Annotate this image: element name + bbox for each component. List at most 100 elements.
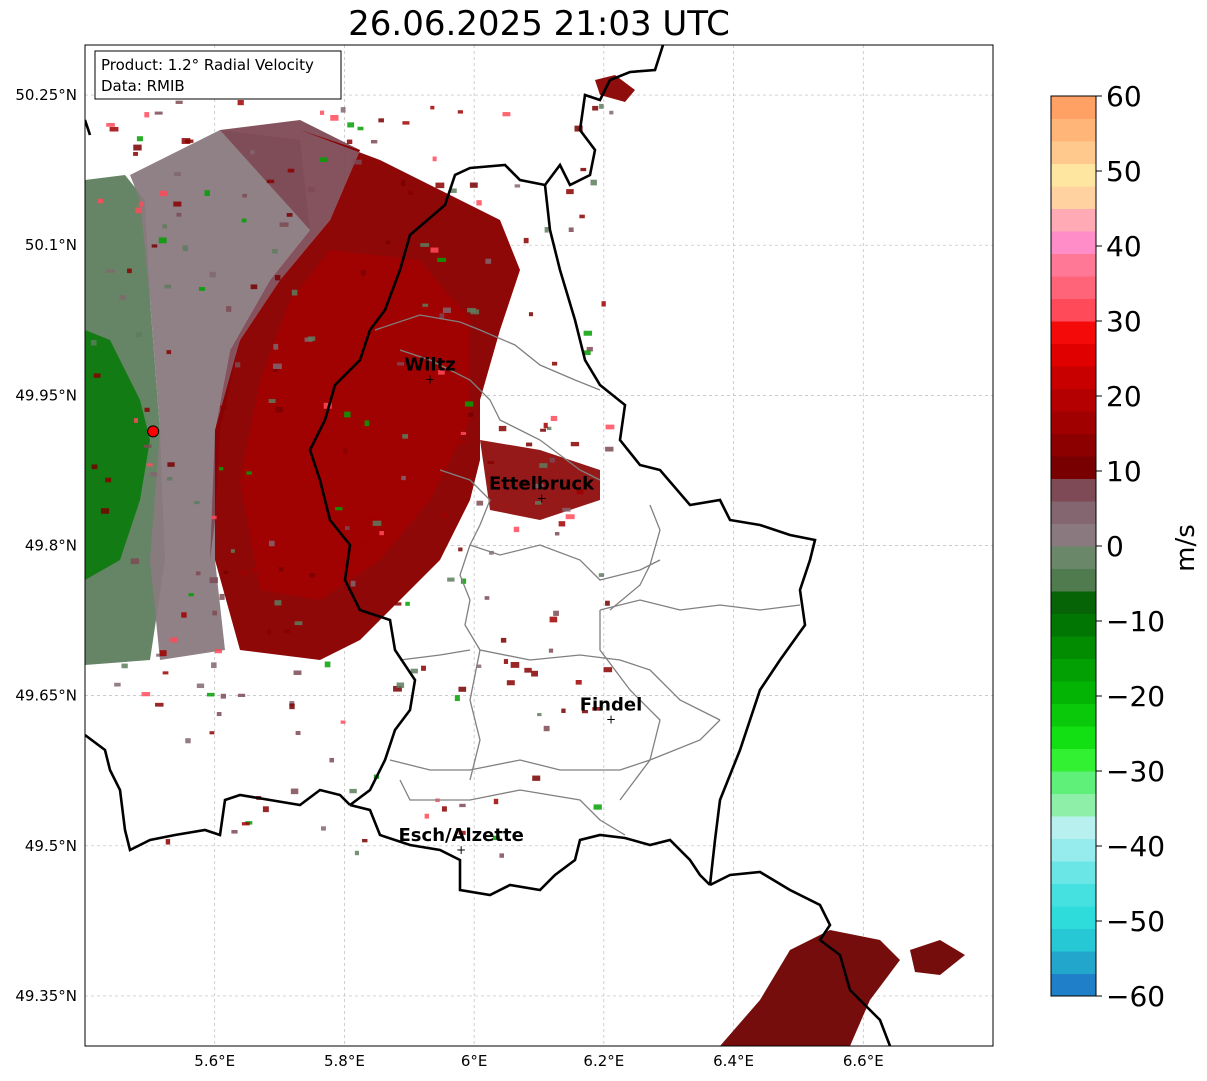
velocity-speckle bbox=[544, 227, 549, 233]
velocity-speckle bbox=[532, 775, 541, 781]
map-title: 26.06.2025 21:03 UTC bbox=[348, 4, 730, 44]
border-lu-de-east bbox=[543, 184, 817, 886]
velocity-speckle bbox=[510, 661, 520, 668]
velocity-speckle bbox=[458, 686, 467, 692]
velocity-speckle bbox=[151, 244, 158, 248]
velocity-speckle bbox=[370, 139, 378, 144]
velocity-speckle bbox=[106, 123, 115, 127]
velocity-speckle bbox=[476, 664, 482, 668]
radar-site-marker bbox=[147, 425, 160, 438]
velocity-speckle bbox=[361, 269, 366, 276]
velocity-speckle bbox=[458, 830, 466, 835]
city-markers: +Wiltz+Ettelbruck+Findel+Esch/Alzette bbox=[399, 354, 643, 856]
lat-tick-label: 49.8°N bbox=[25, 537, 77, 555]
velocity-speckle bbox=[396, 362, 405, 366]
velocity-speckle bbox=[291, 289, 298, 296]
velocity-speckle bbox=[149, 472, 158, 477]
velocity-speckle bbox=[369, 516, 378, 522]
lon-tick-label: 6.4°E bbox=[713, 1052, 754, 1070]
velocity-speckle bbox=[579, 214, 585, 219]
velocity-speckle bbox=[583, 350, 591, 356]
velocity-speckle bbox=[454, 695, 460, 702]
lat-tick-label: 49.95°N bbox=[15, 386, 77, 404]
velocity-speckle bbox=[290, 788, 299, 795]
velocity-speckle bbox=[566, 189, 574, 195]
velocity-speckle bbox=[364, 420, 370, 427]
velocity-speckle bbox=[523, 237, 529, 244]
border-be-fr bbox=[85, 733, 351, 852]
velocity-speckle bbox=[476, 500, 484, 506]
velocity-speckle bbox=[424, 813, 430, 819]
lon-tick-label: 6°E bbox=[461, 1052, 488, 1070]
velocity-speckle bbox=[146, 463, 153, 467]
velocity-region-outbound-core bbox=[240, 250, 470, 600]
velocity-speckle bbox=[344, 411, 351, 418]
velocity-speckle bbox=[430, 247, 439, 253]
velocity-speckle bbox=[537, 713, 542, 717]
velocity-speckle bbox=[575, 680, 582, 685]
velocity-speckle bbox=[226, 306, 232, 312]
velocity-speckle bbox=[458, 547, 463, 552]
lon-tick-label: 6.2°E bbox=[583, 1052, 624, 1070]
velocity-speckle bbox=[119, 295, 127, 300]
velocity-speckle bbox=[250, 150, 255, 155]
city-wiltz: +Wiltz bbox=[404, 354, 455, 386]
velocity-speckle bbox=[570, 441, 580, 447]
velocity-speckle bbox=[345, 526, 350, 530]
velocity-speckle bbox=[407, 190, 413, 195]
velocity-speckle bbox=[502, 112, 511, 117]
velocity-speckle bbox=[319, 110, 325, 115]
velocity-speckle bbox=[442, 307, 451, 313]
velocity-speckle bbox=[514, 184, 521, 188]
velocity-speckle bbox=[159, 650, 167, 657]
border-be-lu-de-north bbox=[308, 45, 665, 807]
velocity-speckle bbox=[459, 803, 466, 808]
velocity-speckle bbox=[121, 663, 128, 669]
velocity-speckle bbox=[401, 180, 406, 186]
velocity-speckle bbox=[181, 612, 187, 618]
velocity-speckle bbox=[275, 406, 283, 413]
velocity-speckle bbox=[581, 709, 588, 714]
velocity-speckle bbox=[318, 157, 328, 163]
velocity-speckle bbox=[195, 571, 201, 576]
velocity-speckle bbox=[492, 835, 501, 841]
velocity-speckle bbox=[547, 426, 552, 431]
velocity-speckle bbox=[543, 422, 548, 429]
velocity-speckle bbox=[394, 602, 402, 606]
velocity-speckle bbox=[441, 513, 447, 517]
velocity-speckle bbox=[289, 703, 295, 710]
velocity-speckle bbox=[173, 172, 181, 177]
velocity-speckle bbox=[493, 798, 499, 805]
velocity-speckle bbox=[460, 578, 467, 584]
city-ettelbruck: +Ettelbruck bbox=[489, 473, 595, 505]
velocity-speckle bbox=[105, 477, 112, 483]
velocity-speckle bbox=[513, 526, 520, 533]
velocity-speckle bbox=[421, 665, 426, 671]
velocity-speckle bbox=[324, 661, 331, 668]
velocity-speckle bbox=[283, 502, 289, 507]
velocity-speckle bbox=[430, 105, 435, 110]
velocity-speckle bbox=[451, 366, 461, 372]
velocity-speckle bbox=[173, 201, 182, 207]
velocity-speckle bbox=[535, 483, 544, 489]
velocity-speckle bbox=[499, 853, 505, 858]
velocity-speckle bbox=[272, 363, 282, 370]
velocity-speckle bbox=[114, 682, 121, 687]
velocity-speckle bbox=[603, 667, 613, 673]
velocity-region-southeast-cells bbox=[720, 930, 900, 1046]
velocity-speckle bbox=[441, 806, 447, 812]
velocity-speckle bbox=[185, 738, 191, 744]
velocity-speckle bbox=[220, 405, 227, 410]
velocity-speckle bbox=[438, 370, 445, 375]
city-label: Findel bbox=[580, 695, 643, 716]
velocity-speckle bbox=[343, 448, 348, 454]
velocity-speckle bbox=[144, 407, 150, 412]
velocity-speckle bbox=[176, 212, 182, 217]
velocity-speckle bbox=[242, 193, 247, 198]
velocity-speckle bbox=[175, 100, 183, 104]
velocity-speckle bbox=[211, 662, 217, 669]
velocity-speckle bbox=[268, 399, 276, 404]
velocity-speckle bbox=[246, 471, 252, 475]
velocity-speckle bbox=[91, 464, 98, 470]
velocity-speckle bbox=[598, 573, 605, 577]
